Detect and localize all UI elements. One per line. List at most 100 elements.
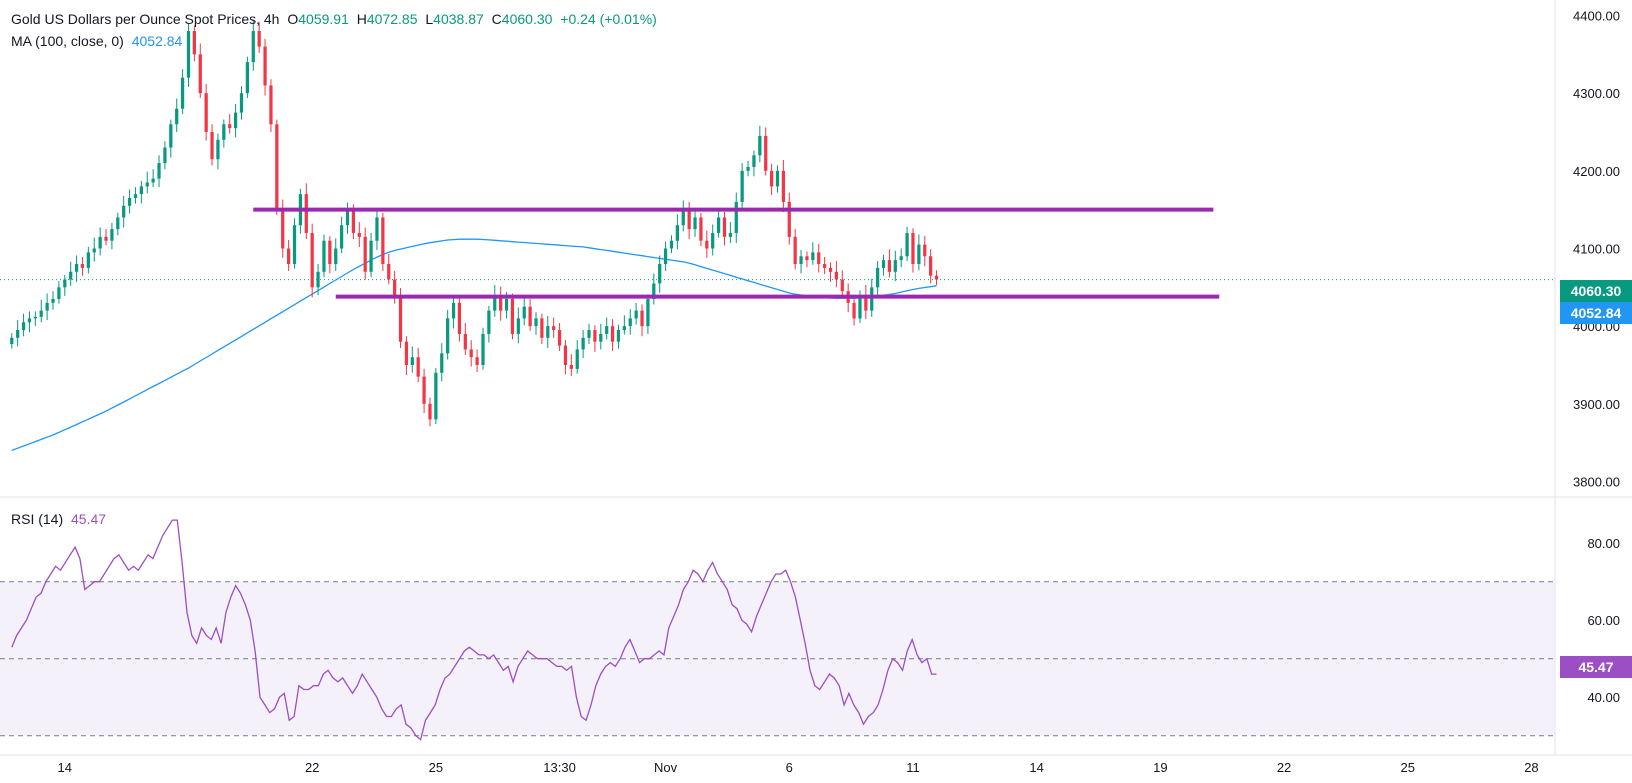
candle-body — [428, 403, 432, 420]
candle — [122, 195, 126, 228]
candle-body — [169, 124, 173, 148]
candle — [263, 38, 267, 96]
candle-body — [375, 217, 379, 241]
candle — [752, 150, 756, 177]
candle-body — [257, 31, 261, 47]
candle — [658, 255, 662, 293]
candle — [622, 315, 626, 335]
candle — [934, 270, 939, 285]
candle — [593, 325, 597, 352]
candle-body — [752, 155, 756, 167]
candle-body — [357, 232, 361, 237]
candle — [746, 160, 750, 177]
candle — [410, 346, 414, 373]
candle — [693, 211, 697, 237]
time-tick-label: 25 — [1401, 760, 1415, 775]
candle-body — [834, 271, 839, 280]
candle-body — [51, 298, 55, 303]
candle — [416, 347, 420, 383]
candle-body — [422, 376, 426, 404]
candle — [457, 297, 462, 342]
candle — [204, 83, 208, 141]
price-tick-label: 4200.00 — [1573, 164, 1620, 179]
candle-body — [39, 310, 43, 317]
candle — [139, 180, 143, 204]
candle-body — [823, 264, 827, 268]
candle — [799, 250, 803, 274]
candle-body — [923, 244, 927, 257]
candle-body — [487, 310, 491, 334]
candle-body — [239, 93, 244, 113]
candle-body — [351, 209, 356, 233]
time-tick-label: 22 — [1277, 760, 1291, 775]
candle — [80, 257, 85, 276]
candle — [51, 291, 55, 310]
candle — [222, 119, 226, 148]
candle-body — [387, 264, 391, 280]
candle-body — [563, 345, 568, 365]
candle — [628, 309, 632, 335]
candle-body — [805, 256, 809, 261]
candle — [127, 189, 132, 214]
candle — [546, 316, 550, 348]
candle-body — [21, 322, 26, 331]
candle — [605, 317, 609, 340]
candle-body — [905, 232, 909, 257]
symbol-legend: Gold US Dollars per Ounce Spot Prices, 4… — [11, 11, 661, 27]
price-tick-label: 4400.00 — [1573, 9, 1620, 24]
candle-body — [557, 330, 562, 346]
candle — [239, 86, 244, 120]
candle — [475, 349, 479, 372]
candle — [899, 248, 903, 268]
candle — [210, 124, 214, 166]
candle-body — [122, 205, 126, 218]
ma-100-line — [11, 238, 937, 452]
ma-label: MA (100, close, 0) — [11, 33, 124, 49]
candle — [728, 222, 732, 244]
candle-body — [157, 163, 161, 179]
candle — [534, 312, 538, 335]
candle-body — [569, 364, 573, 369]
candle — [669, 235, 674, 254]
candle-body — [929, 256, 933, 276]
candle — [92, 237, 96, 262]
candle — [334, 238, 338, 272]
candle-body — [180, 77, 185, 109]
candle — [375, 211, 379, 251]
candle-body — [10, 337, 14, 345]
candle-body — [634, 310, 638, 319]
candle-body — [440, 353, 444, 373]
candle — [516, 307, 520, 344]
candle-body — [245, 62, 250, 94]
candle — [157, 155, 161, 188]
candle-body — [139, 186, 143, 195]
candlestick-series — [10, 20, 939, 427]
candle — [345, 202, 350, 234]
candle-body — [104, 236, 108, 241]
candle — [764, 127, 768, 176]
candle — [145, 171, 149, 194]
candle-body — [663, 248, 668, 265]
candle — [98, 227, 102, 256]
candle — [876, 260, 880, 298]
candle — [817, 243, 821, 273]
candle — [33, 311, 37, 327]
candle-body — [145, 182, 149, 187]
candle-body — [163, 147, 167, 164]
candle-body — [251, 31, 255, 63]
candle — [581, 330, 585, 358]
candle-body — [86, 252, 90, 268]
rsi-legend: RSI (14) 45.47 — [11, 511, 110, 527]
candle — [393, 271, 397, 304]
candle — [793, 229, 797, 270]
candle — [510, 293, 515, 340]
candle-body — [540, 318, 544, 338]
candle-body — [393, 279, 397, 296]
candle-body — [610, 326, 615, 342]
candle-body — [887, 260, 892, 272]
time-tick-label: 14 — [1029, 760, 1043, 775]
candle — [251, 20, 255, 71]
candle — [787, 192, 791, 245]
candle — [192, 25, 196, 62]
